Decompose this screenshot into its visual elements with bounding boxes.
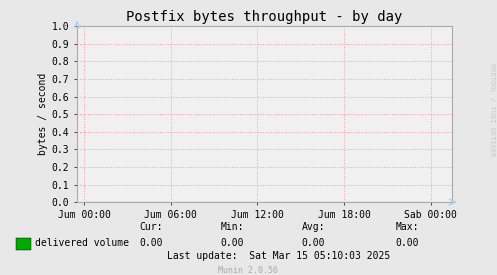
Text: delivered volume: delivered volume xyxy=(35,238,129,248)
Text: Munin 2.0.56: Munin 2.0.56 xyxy=(219,266,278,274)
Text: Avg:: Avg: xyxy=(302,222,326,232)
Text: 0.00: 0.00 xyxy=(140,238,164,248)
Text: Min:: Min: xyxy=(221,222,245,232)
Text: Last update:  Sat Mar 15 05:10:03 2025: Last update: Sat Mar 15 05:10:03 2025 xyxy=(166,251,390,261)
Text: Cur:: Cur: xyxy=(140,222,164,232)
Text: 0.00: 0.00 xyxy=(396,238,419,248)
Text: 0.00: 0.00 xyxy=(302,238,326,248)
Text: RRDTOOL / TOBI OETIKER: RRDTOOL / TOBI OETIKER xyxy=(489,63,495,157)
Y-axis label: bytes / second: bytes / second xyxy=(38,73,48,155)
Text: Max:: Max: xyxy=(396,222,419,232)
Text: 0.00: 0.00 xyxy=(221,238,245,248)
Title: Postfix bytes throughput - by day: Postfix bytes throughput - by day xyxy=(126,10,403,24)
